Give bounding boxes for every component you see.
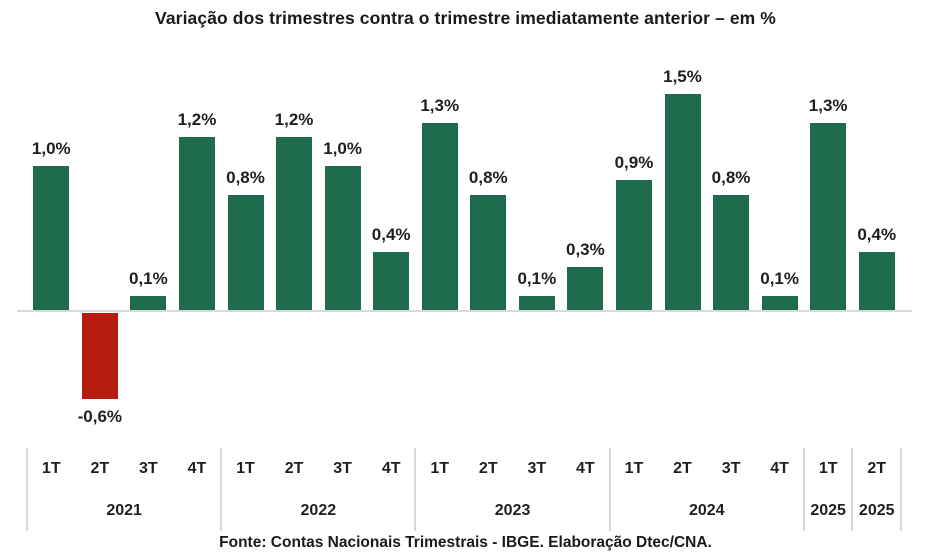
bar-value-label: 1,0%: [31, 139, 71, 158]
year-group-label: 2025: [858, 502, 895, 519]
quarter-tick-3T-2022: 3T: [333, 460, 352, 477]
bar-value-label: 1,2%: [177, 110, 217, 129]
quarter-tick-2T-2024: 2T: [673, 460, 692, 477]
bar-4T-2022: [373, 252, 410, 310]
bar-value-label: 0,4%: [371, 225, 411, 244]
quarter-tick-1T-2021: 1T: [41, 460, 61, 477]
bar-value-label: 1,3%: [420, 96, 460, 115]
bar-2T-2022: [276, 137, 313, 310]
chart-title: Variação dos trimestres contra o trimest…: [155, 8, 776, 28]
bar-value-label: 0,3%: [566, 240, 605, 259]
axis-separator: [26, 448, 28, 531]
axis-separator: [900, 448, 902, 531]
bar-value-label: 0,8%: [468, 168, 508, 187]
zero-baseline: [17, 310, 912, 312]
axis-separator: [851, 448, 854, 531]
bar-3T-2023: [518, 296, 555, 310]
axis-separator: [414, 448, 417, 531]
bar-value-label: 0,8%: [226, 168, 265, 187]
quarter-tick-4T-2022: 4T: [381, 460, 401, 477]
bar-value-label: 0,9%: [614, 153, 654, 172]
year-group-label: 2021: [106, 502, 142, 519]
quarter-tick-1T-2025: 1T: [818, 460, 838, 477]
bar-3T-2021: [130, 296, 167, 310]
bar-1T-2022: [227, 195, 264, 310]
quarter-tick-2T-2025: 2T: [867, 460, 887, 477]
quarter-tick-1T-2023: 1T: [430, 460, 450, 477]
bar-2T-2025: [858, 252, 895, 310]
axis-separator: [802, 448, 805, 531]
axis-separator: [220, 448, 223, 531]
bar-3T-2022: [324, 166, 361, 310]
quarter-tick-2T-2023: 2T: [478, 460, 498, 477]
quarter-tick-2T-2022: 2T: [284, 460, 304, 477]
quarter-tick-4T-2023: 4T: [576, 460, 595, 477]
bar-2T-2021: [81, 313, 118, 399]
quarter-tick-2T-2021: 2T: [90, 460, 110, 477]
year-group-label: 2025: [810, 502, 846, 519]
plot-area: 1,0% -0,6% 0,1% 1,2% 0,8% 1,2% 1,0% 0,4% 1,3% 0,8…: [0, 48, 931, 448]
bar-value-label: 0,8%: [711, 168, 751, 187]
quarter-tick-1T-2024: 1T: [624, 460, 644, 477]
bar-4T-2024: [761, 296, 798, 310]
quarter-tick-3T-2023: 3T: [527, 460, 547, 477]
bar-2T-2024: [664, 94, 701, 310]
bar-3T-2024: [713, 195, 750, 310]
quarter-tick-3T-2024: 3T: [721, 460, 741, 477]
bar-value-label: 0,1%: [129, 269, 168, 288]
quarter-tick-4T-2021: 4T: [187, 460, 207, 477]
year-group-label: 2024: [688, 502, 725, 519]
bar-value-label: 1,5%: [663, 67, 702, 86]
bar-4T-2021: [178, 137, 215, 310]
bar-value-label: 0,4%: [857, 225, 897, 244]
bar-value-label: 0,1%: [517, 269, 557, 288]
bar-value-label: 1,0%: [323, 139, 362, 158]
bar-value-label: 0,1%: [760, 269, 799, 288]
bar-4T-2023: [567, 267, 604, 310]
bar-value-label: 1,3%: [808, 96, 848, 115]
year-group-label: 2022: [300, 502, 337, 519]
quarter-tick-4T-2024: 4T: [770, 460, 789, 477]
quarter-tick-3T-2021: 3T: [139, 460, 158, 477]
bar-1T-2021: [33, 166, 70, 310]
year-group-label: 2023: [494, 502, 531, 519]
quarter-tick-1T-2022: 1T: [236, 460, 255, 477]
bar-1T-2025: [810, 123, 847, 310]
bar-value-label: 1,2%: [274, 110, 314, 129]
x-axis: 1T 2T 3T 4T 1T 2T 3T 4T 1T 2T 3T 4T 1T 2T 3T 4T 1T 2T 2021…: [0, 448, 931, 533]
bar-2T-2023: [470, 195, 507, 310]
bar-1T-2023: [421, 123, 458, 310]
bar-1T-2024: [615, 180, 652, 310]
source-note: Fonte: Contas Nacionais Trimestrais - IB…: [219, 534, 712, 551]
bar-value-label: -0,6%: [77, 407, 123, 426]
axis-separator: [608, 448, 611, 531]
